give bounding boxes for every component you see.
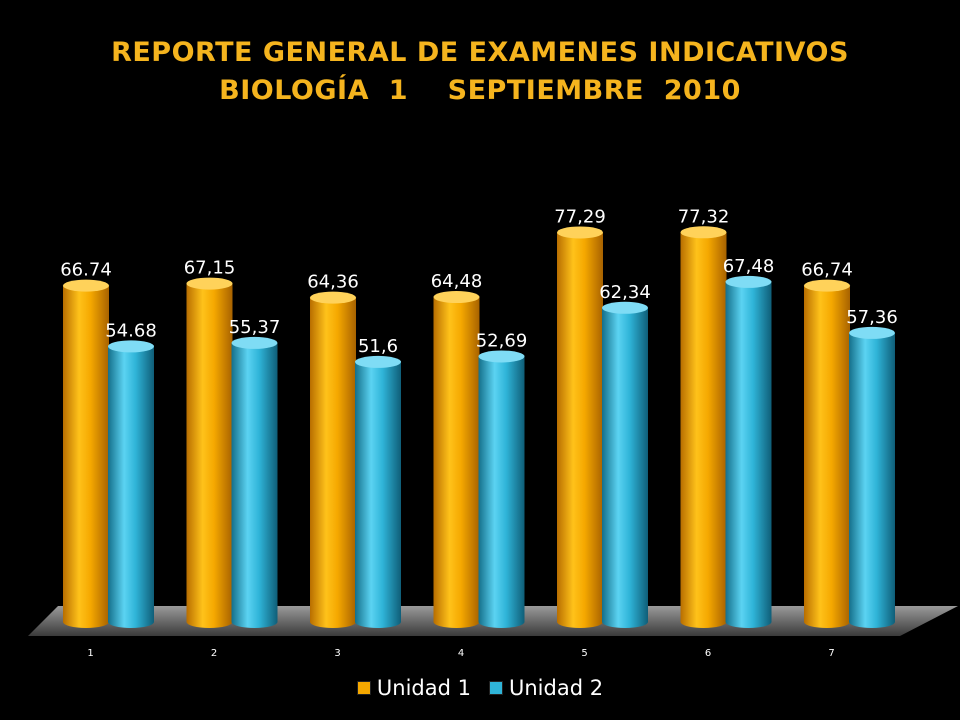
bar-s2-cat3 [355,355,401,628]
bar-top [557,226,603,239]
bar-s1-cat7 [804,279,850,628]
bar-body [310,297,356,628]
data-label-s1-cat4: 64,48 [431,271,483,292]
legend-swatch-series1 [356,681,371,695]
bar-top [186,277,233,290]
bar-top [602,301,648,314]
bar-top [108,340,154,353]
data-label-s1-cat5: 77,29 [554,206,606,227]
data-label-s1-cat2: 67,15 [184,258,236,279]
data-label-s1-cat3: 64,36 [307,272,359,293]
bar-body [804,285,850,628]
bar-body [108,346,154,628]
bar-body [602,307,648,628]
bar-body [63,285,109,628]
data-label-s1-cat6: 77,32 [678,206,730,227]
bar-s1-cat4 [433,291,480,628]
x-tick-label-7: 7 [828,648,834,659]
legend-label-series1: Unidad 1 [376,676,471,700]
x-axis-ticks: 1 2 3 4 5 6 7 [87,648,834,659]
x-tick-label-2: 2 [211,648,217,659]
bar-top [478,350,525,363]
bar-top [680,226,727,239]
x-tick-label-6: 6 [705,648,711,659]
bar-top [849,326,895,339]
bar-top [63,279,109,292]
bar-s2-cat6 [725,275,772,628]
bar-body [478,356,525,628]
legend-item-series2: Unidad 2 [489,676,603,700]
bar-body [433,297,480,628]
bar-s1-cat6 [680,226,727,629]
bar-s2-cat5 [602,301,648,628]
bar-body [186,283,233,628]
bar-top [231,336,278,349]
bar-body [355,361,401,628]
bar-top [355,355,401,368]
data-label-s2-cat4: 52,69 [476,330,528,351]
bar-s1-cat2 [186,277,233,628]
bar-body [680,232,727,629]
legend-item-series1: Unidad 1 [356,676,471,700]
data-labels-group: 66.74 54.68 67,15 55,37 64,36 51,6 64,48 52,69 7… [60,206,898,357]
bar-top [725,275,772,288]
bar-s1-cat1 [63,279,109,628]
bar-s2-cat2 [231,336,278,628]
data-label-s2-cat5: 62,34 [599,282,651,303]
legend-swatch-series2 [489,681,503,695]
x-tick-label-5: 5 [581,648,587,659]
bar-s1-cat3 [310,291,356,628]
legend-label-series2: Unidad 2 [509,676,604,700]
data-label-s2-cat6: 67,48 [723,256,775,277]
legend: Unidad 1 Unidad 2 [0,676,960,700]
bar-top [310,291,356,304]
x-tick-label-3: 3 [334,648,340,659]
x-tick-label-4: 4 [458,648,464,659]
bars-group [63,226,895,629]
bar-body [849,332,895,628]
bar-s1-cat5 [557,226,603,628]
bar-s2-cat7 [849,326,895,628]
bar-body [231,342,278,628]
data-label-s1-cat7: 66,74 [801,260,853,281]
chart-title-line1: REPORTE GENERAL DE EXAMENES INDICATIVOS [111,37,849,68]
x-tick-label-1: 1 [87,648,93,659]
bar-top [804,279,850,292]
data-label-s2-cat1: 54.68 [105,320,157,341]
bar-s2-cat4 [478,350,525,628]
data-label-s2-cat2: 55,37 [229,317,281,338]
bar-body [725,281,772,628]
chart-title-line2: BIOLOGÍA 1 SEPTIEMBRE 2010 [219,75,741,106]
data-label-s1-cat1: 66.74 [60,260,112,281]
chart-title: REPORTE GENERAL DE EXAMENES INDICATIVOS … [0,34,960,110]
bar-body [557,232,603,628]
data-label-s2-cat3: 51,6 [358,336,398,357]
bar-s2-cat1 [108,340,154,628]
bar-top [433,291,480,304]
data-label-s2-cat7: 57,36 [846,307,898,328]
